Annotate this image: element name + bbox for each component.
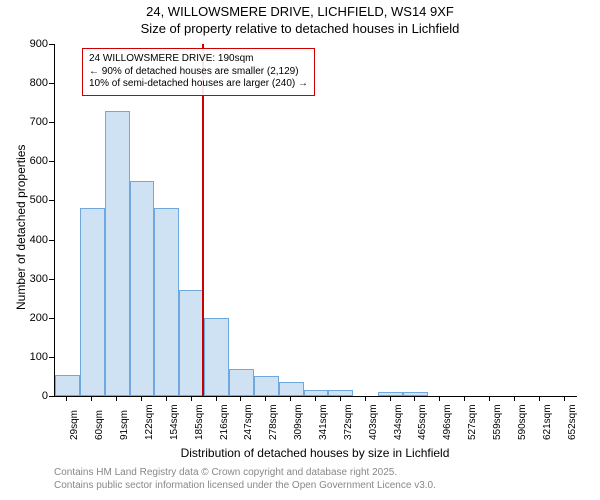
xtick-label: 247sqm <box>243 404 254 440</box>
xtick-label: 372sqm <box>343 404 354 440</box>
xtick-label: 496sqm <box>442 404 453 440</box>
histogram-bar <box>403 392 428 396</box>
attribution-line1: Contains HM Land Registry data © Crown c… <box>54 466 436 479</box>
ytick-label: 300 <box>0 273 48 285</box>
attribution-line2: Contains public sector information licen… <box>54 479 436 492</box>
ytick-mark <box>49 44 54 45</box>
xtick-label: 403sqm <box>368 404 379 440</box>
xtick-label: 122sqm <box>144 404 155 440</box>
histogram-bar <box>328 390 353 396</box>
xtick-mark <box>340 396 341 401</box>
xtick-mark <box>365 396 366 401</box>
xtick-mark <box>514 396 515 401</box>
ytick-label: 700 <box>0 116 48 128</box>
xtick-mark <box>91 396 92 401</box>
xtick-mark <box>265 396 266 401</box>
xtick-mark <box>116 396 117 401</box>
histogram-bar <box>229 369 254 396</box>
annotation-line3: 10% of semi-detached houses are larger (… <box>89 78 308 91</box>
xtick-mark <box>390 396 391 401</box>
annotation-line2: ← 90% of detached houses are smaller (2,… <box>89 66 308 79</box>
ytick-mark <box>49 357 54 358</box>
annotation-box: 24 WILLOWSMERE DRIVE: 190sqm← 90% of det… <box>82 48 315 96</box>
xtick-mark <box>539 396 540 401</box>
marker-line <box>202 44 204 396</box>
histogram-bar <box>105 111 130 397</box>
ytick-mark <box>49 83 54 84</box>
histogram-bar <box>55 375 80 397</box>
xtick-mark <box>464 396 465 401</box>
xtick-label: 60sqm <box>94 410 105 440</box>
ytick-mark <box>49 122 54 123</box>
histogram-bar <box>80 208 105 396</box>
title-line1: 24, WILLOWSMERE DRIVE, LICHFIELD, WS14 9… <box>0 4 600 21</box>
x-axis-label: Distribution of detached houses by size … <box>54 446 576 460</box>
xtick-label: 91sqm <box>119 410 130 440</box>
histogram-bar <box>179 290 204 396</box>
xtick-mark <box>290 396 291 401</box>
xtick-mark <box>240 396 241 401</box>
ytick-label: 900 <box>0 38 48 50</box>
xtick-label: 278sqm <box>268 404 279 440</box>
ytick-label: 100 <box>0 351 48 363</box>
ytick-label: 500 <box>0 194 48 206</box>
plot-area <box>54 44 577 397</box>
xtick-mark <box>141 396 142 401</box>
ytick-label: 600 <box>0 155 48 167</box>
xtick-label: 341sqm <box>318 404 329 440</box>
xtick-label: 29sqm <box>69 410 80 440</box>
xtick-mark <box>315 396 316 401</box>
xtick-label: 309sqm <box>293 404 304 440</box>
xtick-label: 652sqm <box>567 404 578 440</box>
xtick-label: 154sqm <box>169 404 180 440</box>
histogram-bar <box>279 382 304 396</box>
xtick-mark <box>216 396 217 401</box>
ytick-mark <box>49 318 54 319</box>
xtick-label: 185sqm <box>194 404 205 440</box>
xtick-label: 527sqm <box>467 404 478 440</box>
ytick-label: 0 <box>0 390 48 402</box>
title-line2: Size of property relative to detached ho… <box>0 21 600 38</box>
ytick-mark <box>49 200 54 201</box>
xtick-mark <box>414 396 415 401</box>
histogram-bar <box>204 318 229 396</box>
xtick-mark <box>191 396 192 401</box>
ytick-mark <box>49 240 54 241</box>
ytick-mark <box>49 161 54 162</box>
histogram-bar <box>154 208 179 396</box>
xtick-mark <box>166 396 167 401</box>
xtick-mark <box>489 396 490 401</box>
ytick-mark <box>49 279 54 280</box>
xtick-label: 590sqm <box>517 404 528 440</box>
histogram-bar <box>254 376 279 396</box>
xtick-label: 216sqm <box>219 404 230 440</box>
chart-title: 24, WILLOWSMERE DRIVE, LICHFIELD, WS14 9… <box>0 0 600 38</box>
annotation-line1: 24 WILLOWSMERE DRIVE: 190sqm <box>89 53 308 66</box>
ytick-label: 800 <box>0 77 48 89</box>
xtick-label: 434sqm <box>393 404 404 440</box>
histogram-chart: 24, WILLOWSMERE DRIVE, LICHFIELD, WS14 9… <box>0 0 600 500</box>
xtick-label: 559sqm <box>492 404 503 440</box>
histogram-bar <box>378 392 403 396</box>
xtick-mark <box>439 396 440 401</box>
y-axis-label: Number of detached properties <box>14 145 28 310</box>
xtick-label: 621sqm <box>542 404 553 440</box>
xtick-mark <box>564 396 565 401</box>
ytick-label: 400 <box>0 234 48 246</box>
attribution: Contains HM Land Registry data © Crown c… <box>54 466 436 492</box>
histogram-bar <box>130 181 155 396</box>
ytick-mark <box>49 396 54 397</box>
xtick-label: 465sqm <box>417 404 428 440</box>
xtick-mark <box>66 396 67 401</box>
ytick-label: 200 <box>0 312 48 324</box>
